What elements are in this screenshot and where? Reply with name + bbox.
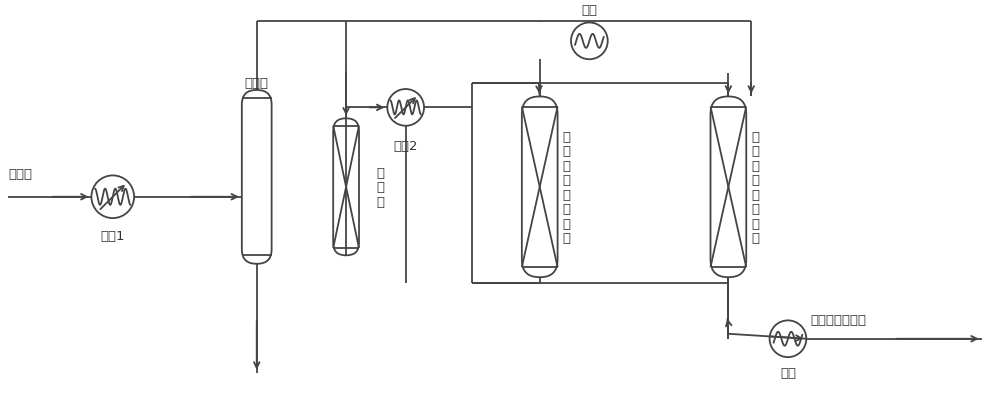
Text: 热交1: 热交1 <box>101 229 125 242</box>
Text: 脱
毒
槽: 脱 毒 槽 <box>376 166 384 208</box>
Text: 产品气去下工序: 产品气去下工序 <box>811 313 867 326</box>
Text: 热交2: 热交2 <box>393 140 418 153</box>
Text: 分离器: 分离器 <box>245 76 269 89</box>
Text: 废锅: 废锅 <box>780 366 796 379</box>
Text: 废锅: 废锅 <box>581 4 597 17</box>
Text: 一
级
多
功
能
反
应
器: 一 级 多 功 能 反 应 器 <box>563 130 571 245</box>
Text: 原料气: 原料气 <box>8 168 32 180</box>
Text: 二
级
甲
烷
化
反
应
器: 二 级 甲 烷 化 反 应 器 <box>751 130 759 245</box>
